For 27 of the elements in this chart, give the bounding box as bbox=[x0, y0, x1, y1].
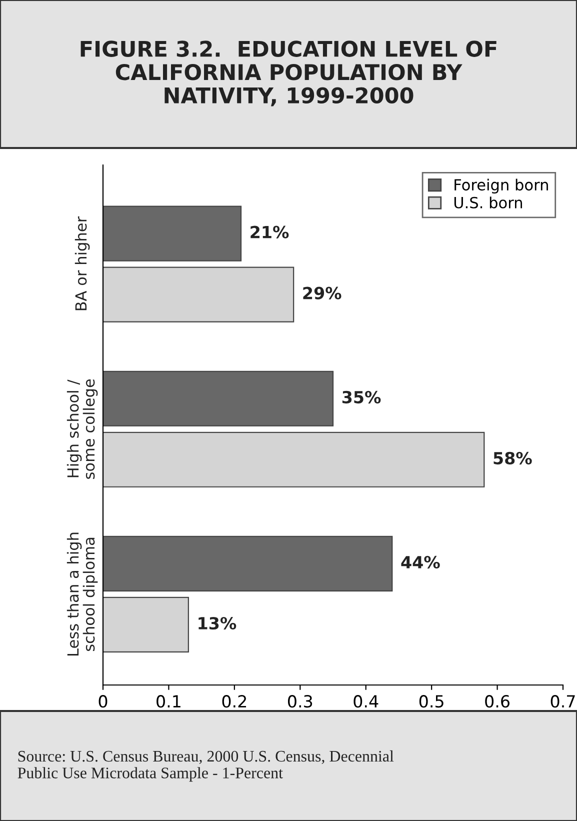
data-label: 13% bbox=[198, 616, 236, 630]
x-tick-label: 0.6 bbox=[485, 695, 510, 708]
bar bbox=[103, 432, 485, 488]
y-tick-label: Less than a high school diploma bbox=[66, 532, 98, 656]
x-tick-label: 0.1 bbox=[156, 695, 180, 708]
data-label: 35% bbox=[342, 390, 381, 404]
bar bbox=[103, 370, 334, 426]
y-tick-label: High school / some college bbox=[66, 379, 98, 479]
bar bbox=[103, 266, 294, 322]
legend-label: U.S. born bbox=[454, 196, 522, 208]
data-label: 58% bbox=[494, 452, 532, 464]
x-tick-label: 0.2 bbox=[222, 695, 246, 708]
chart-title: FIGURE 3.2. EDUCATION LEVEL OF CALIFORNIA POPULATION BY NATIVITY, 1999-2000 bbox=[80, 40, 496, 106]
data-label: 29% bbox=[303, 286, 342, 300]
bar bbox=[103, 206, 242, 262]
bar bbox=[103, 536, 393, 592]
x-tick-label: 0 bbox=[98, 695, 108, 708]
legend-label: Foreign born bbox=[454, 178, 548, 194]
data-label: 44% bbox=[401, 556, 440, 569]
y-tick-label: BA or higher bbox=[74, 216, 90, 310]
source-note: Source: U.S. Census Bureau, 2000 U.S. Census, Decennial Public Use Microdata Sample - 1-Percent bbox=[18, 750, 394, 782]
x-tick-label: 0.5 bbox=[419, 695, 444, 708]
x-tick-label: 0.4 bbox=[354, 695, 378, 708]
x-tick-label: 0.7 bbox=[550, 695, 575, 708]
data-label: 21% bbox=[250, 226, 289, 238]
bar bbox=[103, 596, 189, 653]
x-tick-label: 0.3 bbox=[288, 695, 312, 708]
